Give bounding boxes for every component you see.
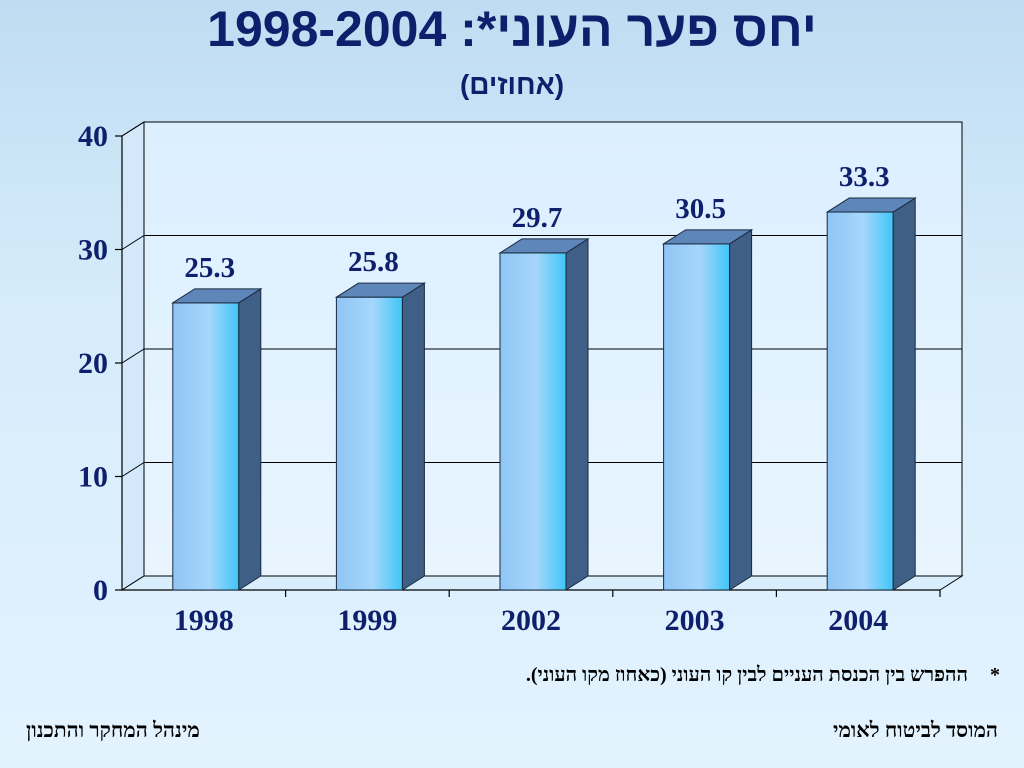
x-tick-label-2002: 2002 bbox=[501, 604, 561, 637]
gridline-side-40 bbox=[121, 121, 145, 137]
bar-front-1998 bbox=[172, 302, 240, 591]
chart-title: יחס פער העוני*: 1998-2004 bbox=[207, 1, 817, 57]
bar-front-2003 bbox=[663, 243, 731, 591]
chart-subtitle: (אחוזים) bbox=[459, 69, 565, 100]
bar-top-2003 bbox=[661, 229, 754, 245]
gridline-side-10 bbox=[121, 462, 145, 477]
bar-side-1999 bbox=[401, 282, 425, 591]
x-tick-label-1998: 1998 bbox=[174, 604, 234, 637]
y-tick-label: 20 bbox=[78, 347, 108, 380]
y-tick-label: 10 bbox=[78, 461, 108, 494]
footnote: * ההפרש בין הכנסת העניים לבין קו העוני (כ… bbox=[526, 664, 1000, 687]
x-tick-label-2004: 2004 bbox=[828, 604, 888, 637]
data-label-2003: 30.5 bbox=[675, 193, 726, 225]
gridline-side-20 bbox=[121, 348, 145, 364]
gridline-side-30 bbox=[121, 235, 145, 250]
data-label-1998: 25.3 bbox=[184, 252, 235, 284]
bar-side-1998 bbox=[238, 287, 262, 591]
data-label-1999: 25.8 bbox=[348, 246, 399, 278]
bar-top-1998 bbox=[171, 288, 263, 304]
bar-top-1999 bbox=[334, 282, 427, 298]
bar-side-2002 bbox=[565, 237, 589, 591]
bar-top-2004 bbox=[825, 197, 917, 213]
bar-chart: 0 10 20 30 40 1998 25.3 1999 25.8 2002 29.7 2003 30.… bbox=[78, 120, 964, 637]
y-tick-label: 40 bbox=[78, 120, 108, 153]
bar-side-2004 bbox=[892, 197, 916, 591]
bar-front-1999 bbox=[335, 296, 403, 591]
footnote-text: ההפרש בין הכנסת העניים לבין קו העוני (כא… bbox=[525, 664, 968, 686]
bar-top-2002 bbox=[498, 238, 590, 254]
footer-organization: המוסד לביטוח לאומי bbox=[832, 718, 998, 742]
bar-front-2002 bbox=[499, 252, 567, 591]
y-tick-label: 30 bbox=[78, 234, 108, 267]
x-tick-label-2003: 2003 bbox=[665, 604, 725, 637]
data-label-2002: 29.7 bbox=[512, 202, 563, 234]
labels: 0 10 20 30 40 1998 25.3 1999 25.8 2002 29.7 2003 30.… bbox=[78, 120, 890, 637]
footnote-marker: * bbox=[990, 664, 1000, 686]
y-tick-label: 0 bbox=[93, 574, 108, 607]
x-tick-label-1999: 1999 bbox=[337, 604, 397, 637]
data-label-2004: 33.3 bbox=[839, 161, 890, 193]
footer-department: מינהל המחקר והתכנון bbox=[26, 718, 200, 742]
bar-front-2004 bbox=[826, 211, 894, 591]
bar-side-2003 bbox=[729, 228, 753, 591]
bars bbox=[171, 197, 917, 591]
